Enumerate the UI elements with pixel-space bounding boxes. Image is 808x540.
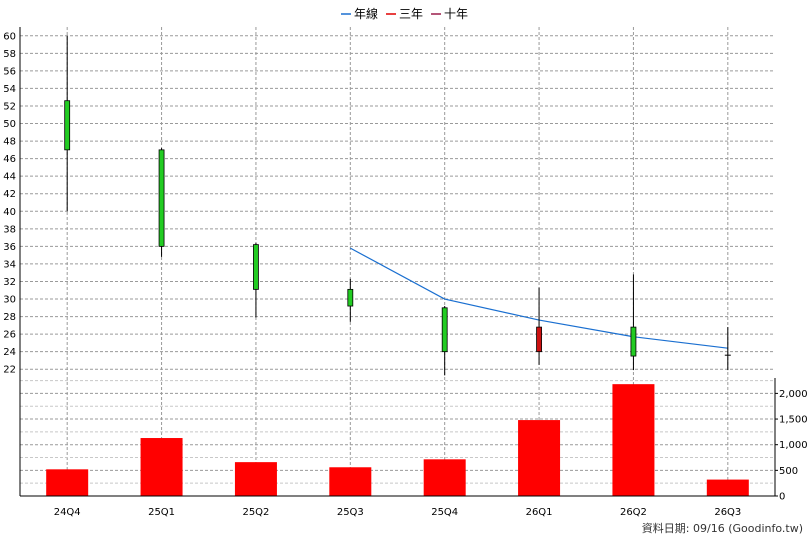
volume-bar bbox=[706, 479, 749, 496]
price-tick-label: 44 bbox=[3, 172, 16, 183]
volume-bars bbox=[46, 384, 749, 496]
volume-bar bbox=[423, 459, 466, 496]
volume-axis-ticks: 0 500 1,000 1,500 2,000 bbox=[779, 389, 808, 503]
candle-body bbox=[64, 100, 71, 151]
price-tick-label: 32 bbox=[3, 277, 16, 288]
price-tick-label: 58 bbox=[3, 49, 16, 60]
price-tick-label: 40 bbox=[3, 207, 16, 218]
x-tick-label: 25Q3 bbox=[337, 507, 364, 518]
volume-tick-label: 500 bbox=[779, 466, 798, 477]
volume-tick-label: 1,000 bbox=[779, 440, 808, 451]
data-date-footer: 資料日期: 09/16 (Goodinfo.tw) bbox=[642, 521, 803, 535]
price-tick-label: 52 bbox=[3, 101, 16, 112]
volume-bar bbox=[140, 438, 183, 496]
price-tick-label: 56 bbox=[3, 66, 16, 77]
price-tick-label: 54 bbox=[3, 84, 16, 95]
price-grid bbox=[20, 27, 775, 496]
price-tick-label: 60 bbox=[3, 31, 16, 42]
price-tick-label: 36 bbox=[3, 242, 16, 253]
price-tick-label: 42 bbox=[3, 189, 16, 200]
price-tick-label: 50 bbox=[3, 119, 16, 130]
price-tick-label: 28 bbox=[3, 312, 16, 323]
x-tick-label: 25Q1 bbox=[148, 507, 175, 518]
candlesticks bbox=[64, 35, 731, 376]
candle-body bbox=[347, 288, 354, 307]
candle-body bbox=[441, 307, 448, 353]
candle-body bbox=[253, 244, 259, 290]
legend-label: 十年 bbox=[444, 7, 468, 21]
x-axis-ticks: 24Q4 25Q1 25Q2 25Q3 25Q4 26Q1 26Q2 26Q3 bbox=[54, 507, 742, 518]
volume-tick-label: 0 bbox=[779, 492, 785, 503]
legend-label: 三年 bbox=[399, 7, 423, 21]
price-tick-label: 30 bbox=[3, 295, 16, 306]
volume-grid bbox=[20, 380, 775, 484]
x-tick-label: 24Q4 bbox=[54, 507, 81, 518]
candle-body bbox=[630, 326, 637, 357]
price-tick-label: 38 bbox=[3, 224, 16, 235]
volume-bar bbox=[612, 384, 655, 496]
price-tick-label: 24 bbox=[3, 347, 16, 358]
candle-body bbox=[158, 149, 165, 247]
volume-tick-label: 1,500 bbox=[779, 415, 808, 426]
candle-body bbox=[536, 326, 542, 353]
price-axis-ticks: 22 24 26 28 30 32 34 36 38 40 42 44 46 48 50 52 54 56 58 60 bbox=[3, 31, 16, 375]
volume-bar bbox=[46, 469, 89, 496]
price-tick-label: 48 bbox=[3, 137, 16, 148]
x-tick-label: 25Q2 bbox=[242, 507, 269, 518]
price-tick-label: 22 bbox=[3, 365, 16, 376]
volume-tick-label: 2,000 bbox=[779, 389, 808, 400]
x-tick-label: 25Q4 bbox=[431, 507, 458, 518]
chart-legend: 年線 三年 十年 bbox=[341, 6, 468, 21]
chart-axes bbox=[19, 27, 778, 497]
price-tick-label: 34 bbox=[3, 259, 16, 270]
x-tick-label: 26Q1 bbox=[526, 507, 553, 518]
price-tick-label: 46 bbox=[3, 154, 16, 165]
price-tick-label: 26 bbox=[3, 330, 16, 341]
volume-bar bbox=[329, 467, 372, 496]
volume-bar bbox=[234, 462, 277, 496]
x-tick-label: 26Q2 bbox=[620, 507, 647, 518]
legend-label: 年線 bbox=[354, 6, 378, 21]
volume-bar bbox=[518, 420, 561, 496]
x-tick-label: 26Q3 bbox=[714, 507, 741, 518]
